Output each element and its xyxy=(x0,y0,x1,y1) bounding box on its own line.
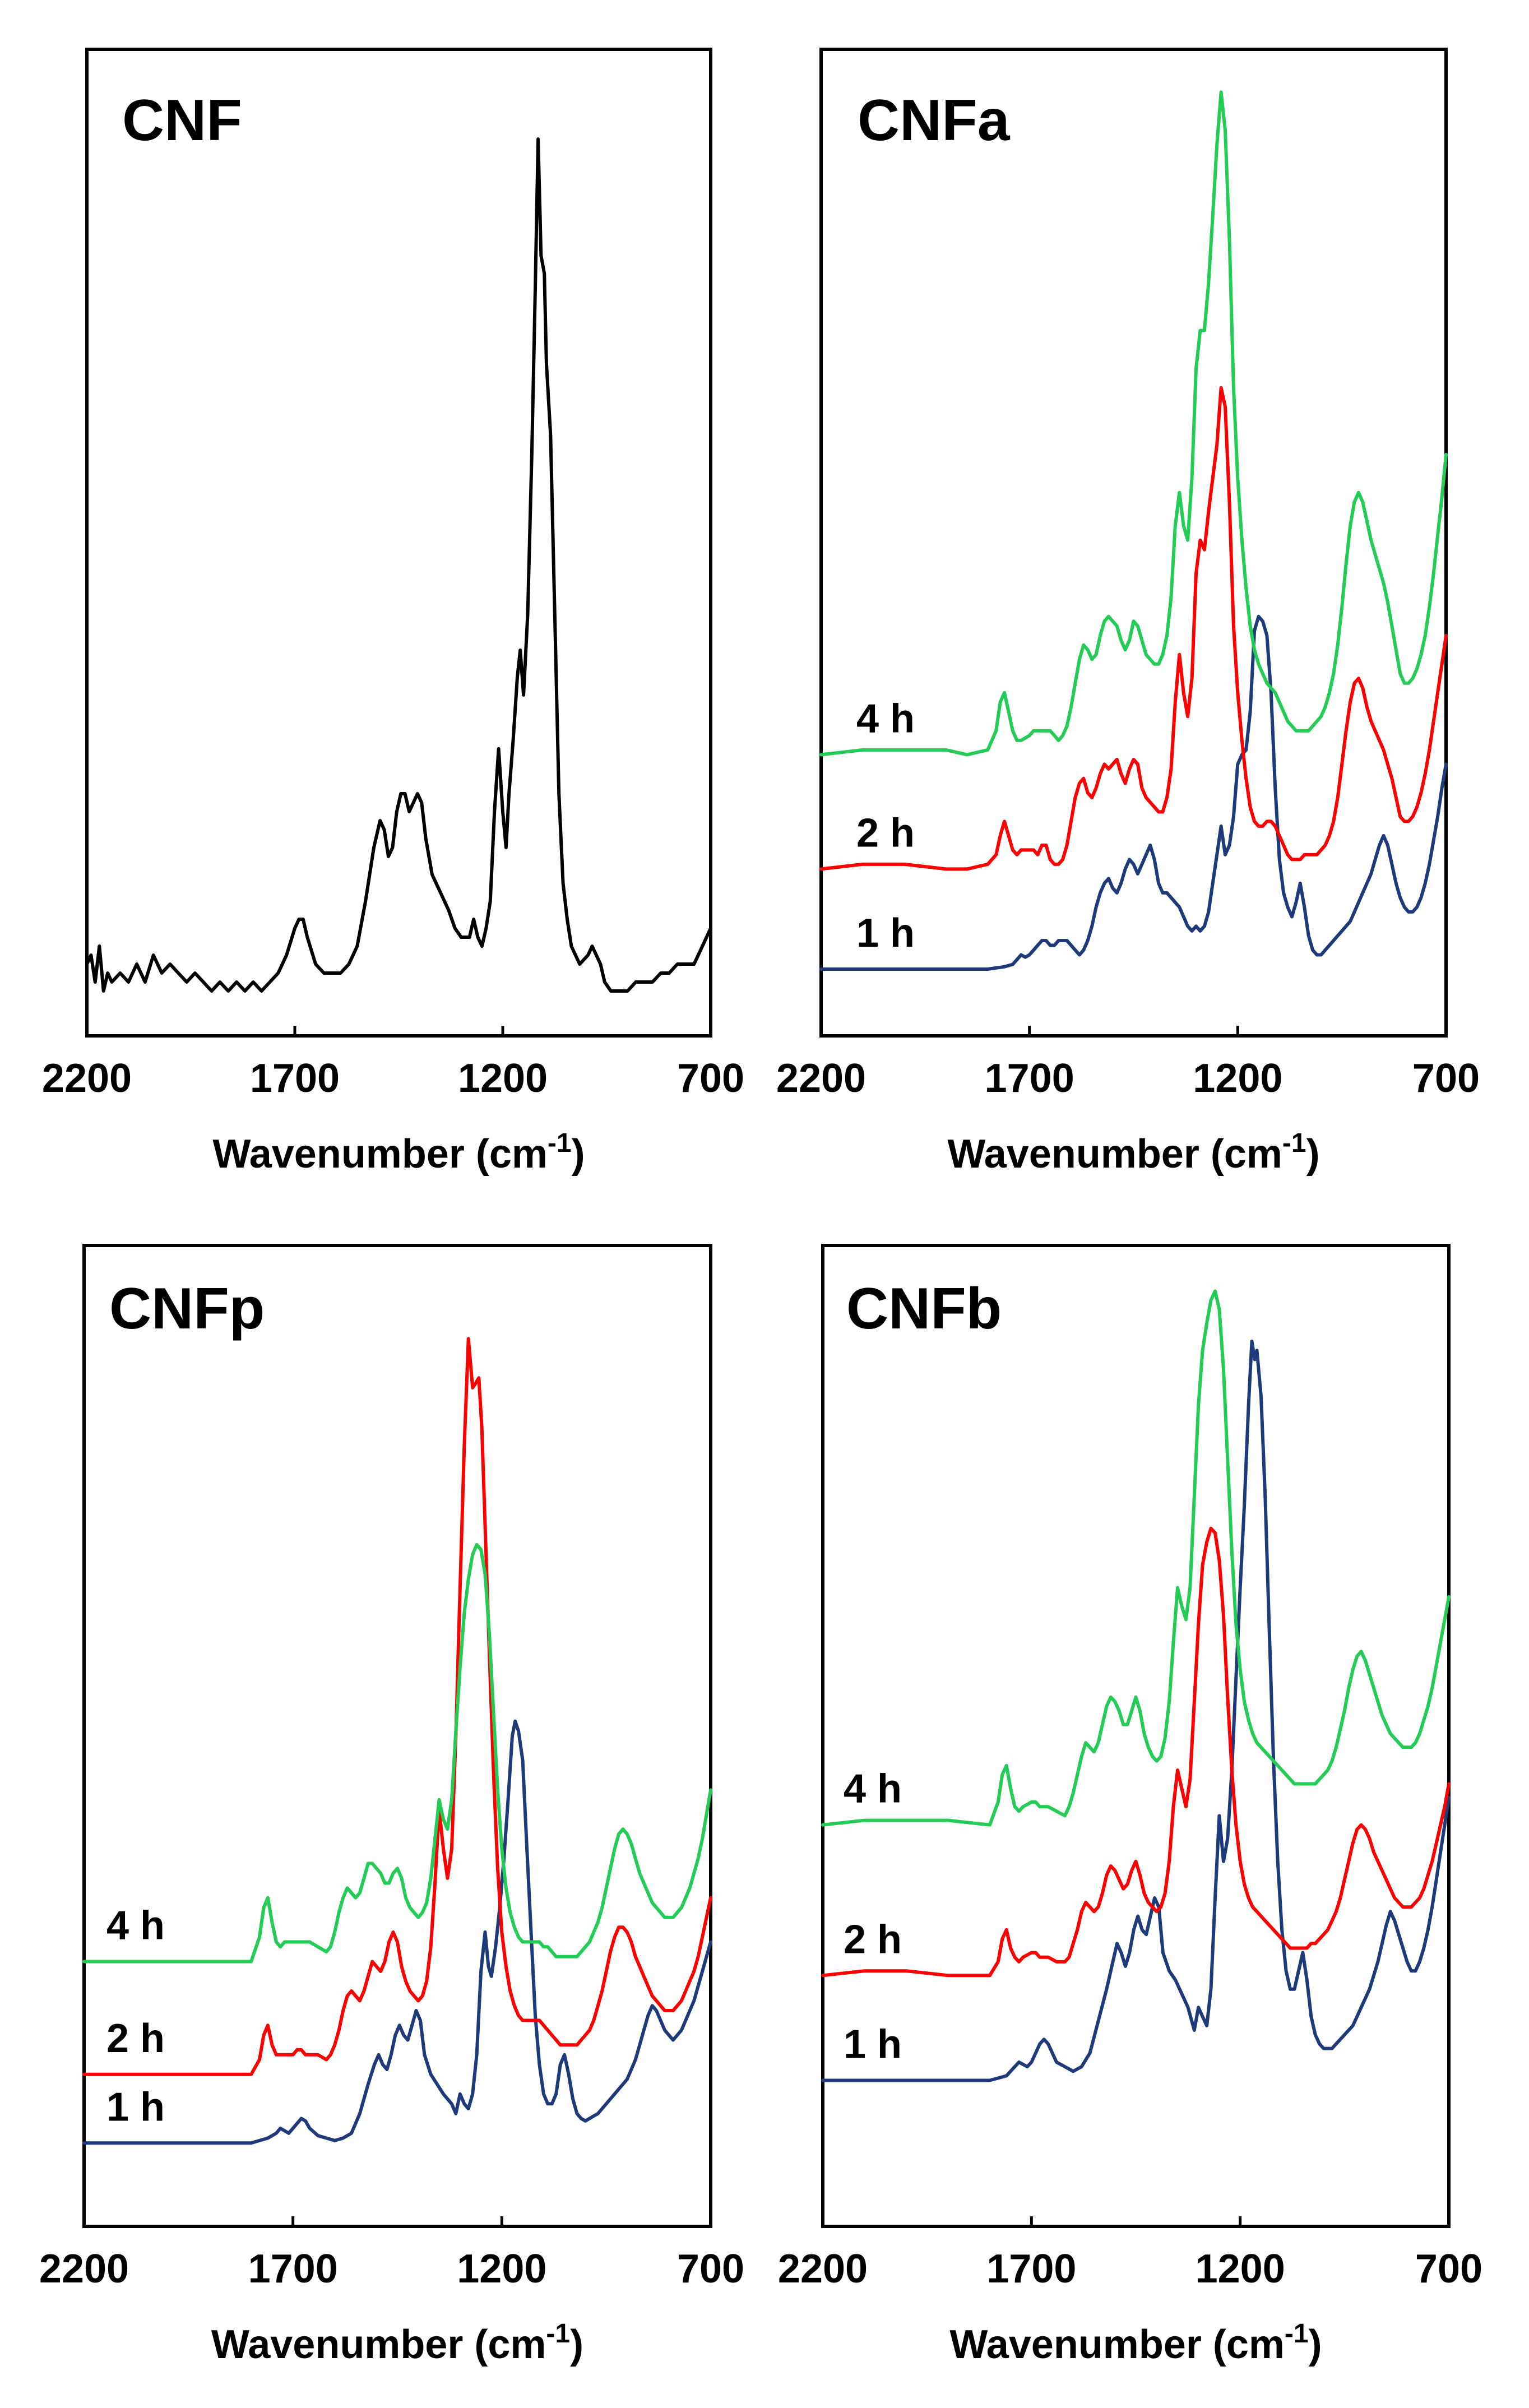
x-axis-label: Wavenumber (cm-1) xyxy=(947,1128,1319,1177)
plot-frame xyxy=(819,48,1448,1038)
series-label: 2 h xyxy=(856,811,915,855)
series-line-4-h xyxy=(819,90,1448,757)
x-axis-label: Wavenumber (cm-1) xyxy=(211,2319,583,2367)
plot-frame xyxy=(85,48,712,1038)
series-line-1-h xyxy=(821,1339,1451,2082)
x-tick-label: 700 xyxy=(1415,2247,1482,2291)
plot-frame xyxy=(82,1244,712,2228)
panel-cnfa: 2200 1700 1200 700 Wavenumber (cm-1) CNFa 1 h 2… xyxy=(776,48,1480,1177)
x-axis-label: Wavenumber (cm-1) xyxy=(212,1128,585,1177)
x-axis-label: Wavenumber (cm-1) xyxy=(949,2319,1322,2367)
series-label: 2 h xyxy=(106,2016,165,2061)
plot-frame xyxy=(821,1244,1451,2228)
x-tick-label: 1700 xyxy=(248,2247,338,2291)
series-label: 1 h xyxy=(844,2022,902,2067)
series-line-2-h xyxy=(819,386,1448,871)
series-label: 4 h xyxy=(856,696,915,741)
series-label: 4 h xyxy=(844,1767,902,1812)
series-line-4-h xyxy=(82,1543,712,1964)
panel-title: CNFp xyxy=(109,1276,265,1341)
x-tick-label: 1200 xyxy=(457,2247,546,2291)
panel-cnfb: 2200 1700 1200 700 Wavenumber (cm-1) CNFb 1 h 2… xyxy=(778,1244,1482,2367)
series-line-1-h xyxy=(819,614,1448,971)
series-label: 4 h xyxy=(106,1904,165,1948)
x-tick-label: 1700 xyxy=(985,1056,1074,1101)
panel-cnfp: 2200 1700 1200 700 Wavenumber (cm-1) CNFp 1 h 2… xyxy=(39,1244,744,2367)
x-tick-label: 2200 xyxy=(778,2247,868,2291)
series-line-4-h xyxy=(821,1289,1451,1827)
x-tick-label: 2200 xyxy=(42,1056,132,1101)
x-tick-label: 1200 xyxy=(458,1056,548,1101)
x-tick-label: 700 xyxy=(677,1056,744,1101)
x-tick-label: 2200 xyxy=(39,2247,129,2291)
series-line-cnf xyxy=(85,137,712,993)
series-line-2-h xyxy=(821,1526,1451,1978)
x-tick-label: 1700 xyxy=(986,2247,1076,2291)
series-label: 1 h xyxy=(106,2085,165,2129)
x-tick-label: 1700 xyxy=(250,1056,340,1101)
x-tick-label: 1200 xyxy=(1193,1056,1282,1101)
series-line-1-h xyxy=(82,1719,712,2145)
x-tick-label: 2200 xyxy=(776,1056,866,1101)
series-label: 1 h xyxy=(856,911,915,956)
panel-title: CNFb xyxy=(846,1276,1002,1341)
panel-cnf: 2200 1700 1200 700 Wavenumber (cm-1) CNF xyxy=(42,48,744,1177)
series-label: 2 h xyxy=(844,1917,902,1962)
panel-title: CNFa xyxy=(858,88,1011,153)
x-tick-label: 1200 xyxy=(1196,2247,1285,2291)
panel-title: CNF xyxy=(122,88,242,153)
x-tick-label: 700 xyxy=(1412,1056,1480,1101)
series-line-2-h xyxy=(82,1337,712,2076)
x-tick-label: 700 xyxy=(677,2247,744,2291)
